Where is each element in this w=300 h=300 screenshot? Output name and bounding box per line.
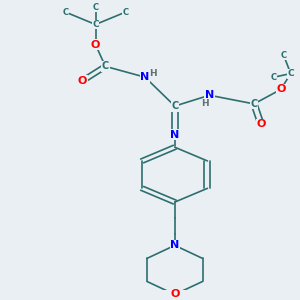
Text: C: C: [92, 20, 99, 29]
Text: N: N: [205, 90, 214, 100]
Text: C: C: [122, 8, 128, 17]
Text: O: O: [256, 119, 266, 129]
Text: C: C: [102, 61, 109, 71]
Text: C: C: [287, 69, 294, 78]
Text: O: O: [170, 290, 179, 299]
Text: C: C: [281, 51, 287, 60]
Text: H: H: [201, 99, 208, 108]
Text: O: O: [276, 85, 286, 94]
Text: H: H: [149, 69, 157, 78]
Text: O: O: [91, 40, 100, 50]
Text: N: N: [170, 240, 179, 250]
Text: N: N: [170, 130, 179, 140]
Text: C: C: [92, 3, 99, 12]
Text: O: O: [78, 76, 87, 86]
Text: C: C: [171, 101, 178, 111]
Text: C: C: [250, 99, 258, 109]
Text: N: N: [140, 72, 150, 82]
Text: C: C: [271, 73, 277, 82]
Text: C: C: [63, 8, 69, 17]
